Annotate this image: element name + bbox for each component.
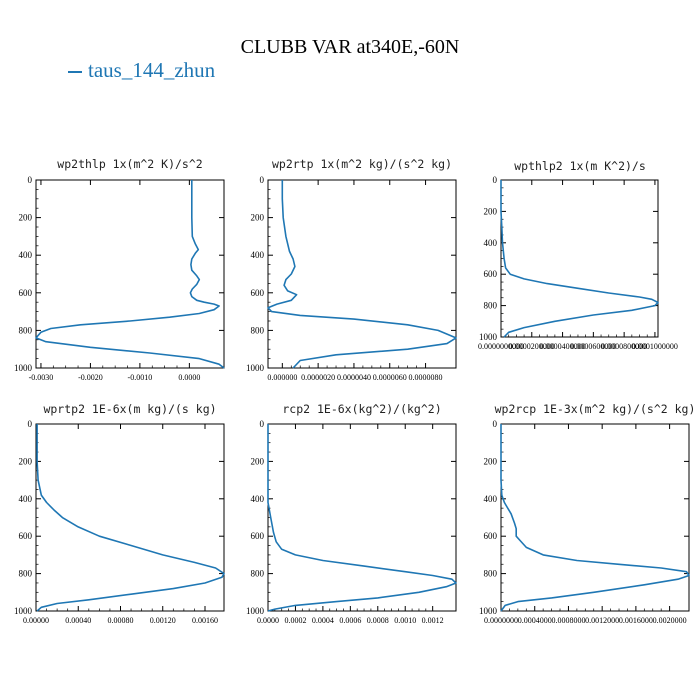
legend: taus_144_zhun [68,58,215,83]
x-tick-label: 0.0000800000 [601,342,647,351]
y-tick-label: 200 [484,456,498,466]
x-tick-label: 0.0004000 [518,616,552,625]
x-tick-label: 0.0000200000 [509,342,555,351]
panel-title: wprtp2 1E-6x(m kg)/(s kg) [43,402,216,416]
panel-frame [267,423,457,612]
y-tick-label: 800 [251,569,265,579]
x-tick-label: 0.0000020 [301,373,335,382]
panel-frame [35,423,225,612]
y-tick-label: 1000 [246,606,265,616]
x-tick-label: 0.0000400000 [540,342,586,351]
x-tick-label: 0.00000 [23,616,49,625]
y-tick-label: 400 [484,238,498,248]
y-tick-label: 1000 [479,332,498,342]
y-tick-label: 1000 [479,606,498,616]
panel-frame [267,179,457,369]
series-line [267,424,457,612]
x-tick-label: 0.00040 [65,616,91,625]
x-tick-label: 0.000000 [267,373,297,382]
y-tick-label: 400 [484,494,498,504]
x-tick-label: 0.0000 [257,616,279,625]
series-line [267,180,457,369]
x-tick-label: 0.0006 [339,616,361,625]
panel-frame [500,179,659,338]
y-tick-label: 600 [484,531,498,541]
y-tick-label: 800 [19,325,33,335]
x-tick-label: 0.0016000 [619,616,653,625]
y-tick-label: 400 [251,250,265,260]
y-tick-label: 0 [260,175,265,185]
x-tick-label: 0.0001000000 [632,342,678,351]
x-tick-label: 0.00120 [150,616,176,625]
y-tick-label: 0 [28,175,33,185]
panel-title: wp2rtp 1x(m^2 kg)/(s^2 kg) [272,157,452,171]
y-tick-label: 600 [251,288,265,298]
y-tick-label: 200 [251,213,265,223]
y-tick-label: 200 [19,456,33,466]
panel-title: wpthlp2 1x(m K^2)/s [514,159,646,173]
y-tick-label: 800 [19,569,33,579]
y-tick-label: 200 [19,213,33,223]
y-tick-label: 600 [19,531,33,541]
x-tick-label: 0.00160 [192,616,218,625]
panel-title: wp2thlp 1x(m^2 K)/s^2 [57,157,202,171]
y-tick-label: 1000 [246,363,265,373]
x-tick-label: 0.0004 [312,616,334,625]
y-tick-label: 0 [493,175,498,185]
panel-title: rcp2 1E-6x(kg^2)/(kg^2) [282,402,441,416]
x-tick-label: 0.0002 [284,616,306,625]
x-tick-label: 0.0012000 [585,616,619,625]
series-line [36,424,225,612]
x-tick-label: -0.0030 [29,373,54,382]
x-tick-label: 0.0000000000 [478,342,524,351]
y-tick-label: 200 [251,456,265,466]
x-tick-label: 0.0012 [422,616,444,625]
x-tick-label: 0.0000600000 [570,342,616,351]
x-tick-label: 0.0010 [394,616,416,625]
y-tick-label: 400 [19,250,33,260]
y-tick-label: 0 [260,419,265,429]
x-tick-label: 0.0000040 [337,373,371,382]
x-tick-label: 0.0000080 [409,373,443,382]
legend-line-swatch [68,71,82,74]
series-line [35,180,225,369]
legend-label: taus_144_zhun [88,58,216,82]
panel-frame [500,423,690,612]
y-tick-label: 1000 [14,606,33,616]
series-line [500,180,659,338]
x-tick-label: 0.0020000 [653,616,687,625]
x-tick-label: 0.0000000 [484,616,518,625]
series-line [500,424,690,612]
y-tick-label: 200 [484,206,498,216]
y-tick-label: 400 [19,494,33,504]
x-tick-label: 0.0008000 [551,616,585,625]
x-tick-label: 0.0000060 [373,373,407,382]
x-tick-label: 0.0000 [178,373,200,382]
y-tick-label: 400 [251,494,265,504]
x-tick-label: 0.00080 [107,616,133,625]
y-tick-label: 800 [251,325,265,335]
y-tick-label: 0 [493,419,498,429]
y-tick-label: 0 [28,419,33,429]
y-tick-label: 600 [19,288,33,298]
x-tick-label: -0.0020 [78,373,103,382]
x-tick-label: -0.0010 [128,373,153,382]
y-tick-label: 1000 [14,363,33,373]
x-tick-label: 0.0008 [367,616,389,625]
y-tick-label: 600 [484,269,498,279]
page-title: CLUBB VAR at340E,-60N [240,36,460,58]
y-tick-label: 800 [484,301,498,311]
y-tick-label: 800 [484,569,498,579]
panel-title: wp2rcp 1E-3x(m^2 kg)/(s^2 kg) [495,402,696,416]
y-tick-label: 600 [251,531,265,541]
